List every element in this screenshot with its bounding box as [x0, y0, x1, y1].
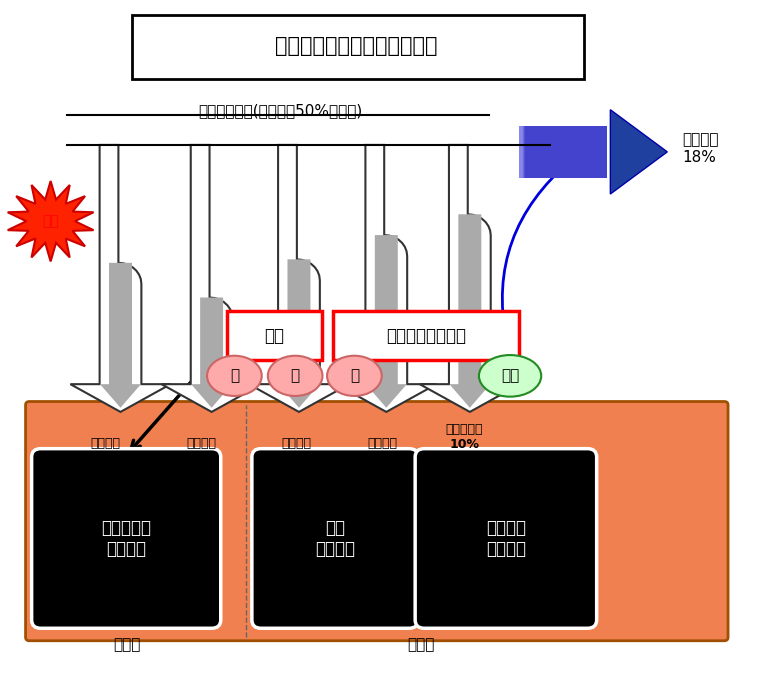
Text: ポンプ損失
10%: ポンプ損失 10%	[446, 423, 483, 451]
Text: 排気熱回収
システム: 排気熱回収 システム	[102, 519, 151, 558]
FancyBboxPatch shape	[132, 15, 584, 79]
Polygon shape	[524, 126, 568, 178]
Polygon shape	[522, 126, 532, 178]
Polygon shape	[610, 110, 667, 194]
Ellipse shape	[207, 356, 262, 396]
Text: 有効仕事
18%: 有効仕事 18%	[682, 132, 719, 164]
Text: 排気損失
30%: 排気損失 30%	[187, 437, 216, 465]
Text: 冷却損失
25%: 冷却損失 25%	[282, 437, 311, 465]
Text: 燃焼: 燃焼	[42, 214, 59, 228]
Text: 電力: 電力	[501, 368, 519, 383]
FancyBboxPatch shape	[252, 449, 418, 628]
Polygon shape	[523, 126, 540, 178]
Text: 熱電変換
システム: 熱電変換 システム	[487, 519, 526, 558]
Polygon shape	[523, 126, 546, 178]
Text: 機械損失
12%: 機械損失 12%	[367, 437, 398, 465]
Ellipse shape	[327, 356, 382, 396]
Text: 暖気後: 暖気後	[407, 637, 435, 651]
Polygon shape	[161, 145, 262, 412]
Polygon shape	[523, 126, 552, 178]
Text: 暖気中: 暖気中	[113, 637, 140, 651]
Polygon shape	[523, 126, 543, 178]
Polygon shape	[524, 126, 571, 178]
Polygon shape	[366, 235, 407, 408]
Polygon shape	[525, 126, 604, 178]
Polygon shape	[525, 126, 601, 178]
Polygon shape	[100, 263, 141, 408]
FancyBboxPatch shape	[415, 449, 597, 628]
Polygon shape	[524, 126, 574, 178]
Text: 熱: 熱	[230, 368, 239, 383]
Polygon shape	[523, 126, 549, 178]
FancyBboxPatch shape	[25, 401, 728, 641]
Text: 熱: 熱	[350, 368, 359, 383]
Text: ガソリンエン(ジン負荷50%の場合): ガソリンエン(ジン負荷50%の場合)	[198, 103, 362, 117]
FancyBboxPatch shape	[31, 449, 221, 628]
Polygon shape	[522, 126, 526, 178]
Polygon shape	[524, 126, 580, 178]
Polygon shape	[522, 126, 535, 178]
Text: 熱収支と排熱回収のイメージ: 熱収支と排熱回収のイメージ	[275, 36, 437, 57]
Polygon shape	[522, 126, 538, 178]
Text: 未燃損失
ほか 5%: 未燃損失 ほか 5%	[85, 437, 125, 465]
Text: 暖房: 暖房	[264, 326, 284, 345]
Polygon shape	[191, 298, 232, 408]
Ellipse shape	[479, 355, 541, 396]
Text: フリクション低減: フリクション低減	[386, 326, 467, 345]
Polygon shape	[524, 126, 583, 178]
FancyBboxPatch shape	[226, 311, 322, 360]
FancyBboxPatch shape	[333, 311, 519, 360]
Polygon shape	[525, 126, 598, 178]
Text: 熱: 熱	[291, 368, 300, 383]
Polygon shape	[522, 126, 529, 178]
Polygon shape	[524, 126, 577, 178]
Ellipse shape	[268, 356, 323, 396]
Polygon shape	[278, 259, 320, 408]
Polygon shape	[249, 145, 349, 412]
Polygon shape	[524, 126, 565, 178]
Polygon shape	[8, 181, 93, 261]
Polygon shape	[336, 145, 436, 412]
Polygon shape	[70, 145, 171, 412]
Polygon shape	[519, 126, 522, 178]
Polygon shape	[523, 126, 558, 178]
Text: 蓄熱
システム: 蓄熱 システム	[315, 519, 356, 558]
Polygon shape	[525, 126, 586, 178]
Polygon shape	[525, 126, 589, 178]
Polygon shape	[449, 215, 490, 408]
Polygon shape	[420, 145, 520, 412]
Polygon shape	[525, 126, 592, 178]
Polygon shape	[523, 126, 555, 178]
Polygon shape	[525, 126, 595, 178]
Polygon shape	[526, 126, 607, 178]
Polygon shape	[524, 126, 562, 178]
